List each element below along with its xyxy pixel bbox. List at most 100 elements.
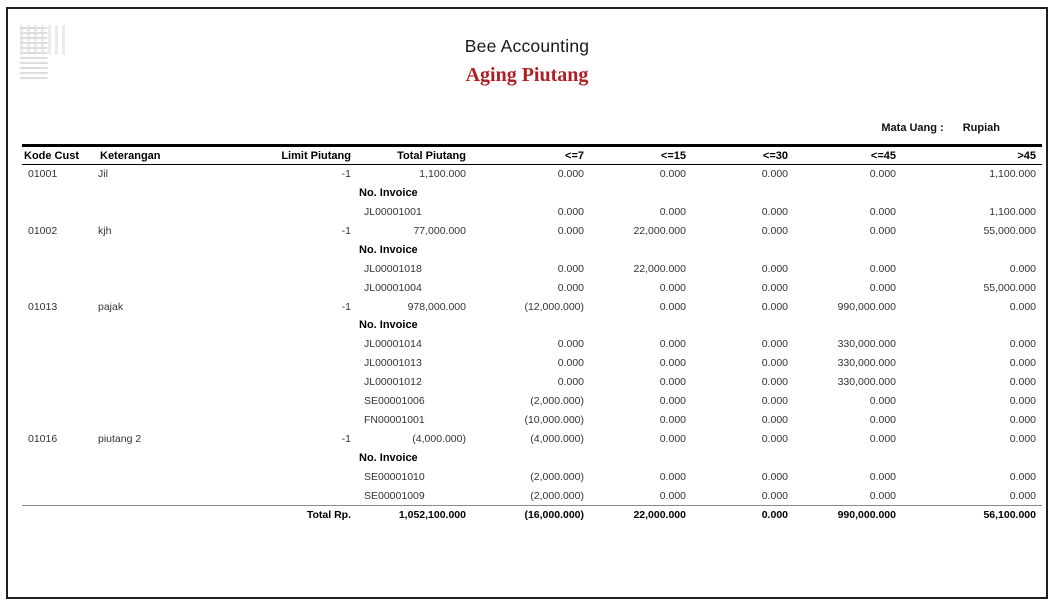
customer-aging-value: (12,000.000) <box>524 300 584 313</box>
spacer-cell <box>98 259 258 278</box>
invoice-aging-value: 0.000 <box>1009 414 1036 427</box>
customer-aging-value: 0.000 <box>557 168 584 181</box>
customer-aging-value: (4,000.000) <box>530 433 584 446</box>
total-le15: 22,000.000 <box>587 504 689 525</box>
invoice-aging-value: (2,000.000) <box>530 395 584 408</box>
invoice-aging-value: 0.000 <box>557 262 584 275</box>
customer-aging-value: 0.000 <box>557 224 584 237</box>
invoice-aging-value: 0.000 <box>869 489 896 502</box>
spacer-cell <box>258 449 354 468</box>
spacer-cell <box>98 183 258 202</box>
invoice-section-label: No. Invoice <box>359 452 418 465</box>
customer-aging-value: 55,000.000 <box>983 224 1036 237</box>
total-le7: (16,000.000) <box>469 504 587 525</box>
invoice-aging-value: 0.000 <box>761 489 788 502</box>
spacer-cell <box>98 411 258 430</box>
col-header-le7: <=7 <box>469 144 587 165</box>
report-page: Bee Accounting Aging Piutang Mata Uang :… <box>6 7 1048 599</box>
invoice-aging-value: 0.000 <box>761 262 788 275</box>
invoice-aging-value: 0.000 <box>1009 489 1036 502</box>
customer-row: 01001 Jil -1 1,100.000 0.000 0.000 0.000 0.000 1… <box>22 165 1042 184</box>
invoice-number: JL00001012 <box>364 376 422 389</box>
invoice-aging-value: 0.000 <box>1009 338 1036 351</box>
invoice-aging-value: 0.000 <box>761 357 788 370</box>
spacer-cell <box>587 183 689 202</box>
spacer-cell <box>98 486 258 505</box>
spacer-cell <box>98 278 258 297</box>
spacer-cell <box>258 316 354 335</box>
invoice-aging-value: 0.000 <box>869 281 896 294</box>
invoice-aging-value: (2,000.000) <box>530 489 584 502</box>
spacer-cell <box>258 392 354 411</box>
invoice-section-header-row: No. Invoice <box>22 316 1042 335</box>
invoice-aging-value: 0.000 <box>761 470 788 483</box>
col-header-kode-cust: Kode Cust <box>22 144 98 165</box>
spacer-cell <box>689 449 791 468</box>
invoice-aging-value: 0.000 <box>659 281 686 294</box>
spacer-cell <box>258 373 354 392</box>
spacer-cell <box>469 449 587 468</box>
invoice-aging-value: 0.000 <box>1009 395 1036 408</box>
spacer-cell <box>258 335 354 354</box>
invoice-number: JL00001001 <box>364 205 422 218</box>
company-logo <box>20 25 66 79</box>
spacer-cell <box>258 354 354 373</box>
spacer-cell <box>22 335 98 354</box>
spacer-cell <box>22 354 98 373</box>
currency-line: Mata Uang : Rupiah <box>881 122 1000 134</box>
invoice-row: JL00001004 0.000 0.000 0.000 0.000 55,000.000 <box>22 278 1042 297</box>
invoice-aging-value: 330,000.000 <box>837 357 896 370</box>
customer-row: 01013 pajak -1 978,000.000 (12,000.000) 0.000… <box>22 297 1042 316</box>
invoice-aging-value: 0.000 <box>659 205 686 218</box>
spacer-cell <box>689 183 791 202</box>
invoice-aging-value: 0.000 <box>557 205 584 218</box>
invoice-aging-value: (10,000.000) <box>524 414 584 427</box>
col-header-limit-piutang: Limit Piutang <box>258 144 354 165</box>
spacer-cell <box>22 278 98 297</box>
spacer-cell <box>258 468 354 487</box>
invoice-aging-value: 0.000 <box>659 357 686 370</box>
spacer-cell <box>22 449 98 468</box>
invoice-aging-value: 0.000 <box>557 357 584 370</box>
invoice-aging-value: 0.000 <box>761 338 788 351</box>
invoice-row: JL00001012 0.000 0.000 0.000 330,000.000 0.00… <box>22 373 1042 392</box>
spacer-cell <box>899 316 1042 335</box>
invoice-aging-value: 0.000 <box>557 338 584 351</box>
invoice-number: JL00001004 <box>364 281 422 294</box>
spacer-cell <box>258 411 354 430</box>
report-header: Bee Accounting Aging Piutang <box>8 36 1046 87</box>
spacer-cell <box>98 468 258 487</box>
spacer-cell <box>689 240 791 259</box>
spacer-cell <box>258 486 354 505</box>
spacer-cell <box>469 240 587 259</box>
spacer-cell <box>98 449 258 468</box>
spacer-cell <box>899 183 1042 202</box>
spacer-cell <box>98 354 258 373</box>
invoice-aging-value: 0.000 <box>761 281 788 294</box>
spacer-cell <box>22 411 98 430</box>
customer-code: 01013 <box>28 300 58 313</box>
currency-label: Mata Uang : <box>881 122 944 134</box>
aging-table: Kode Cust Keterangan Limit Piutang Total… <box>22 144 1042 525</box>
customer-code: 01002 <box>28 224 58 237</box>
invoice-aging-value: 0.000 <box>1009 470 1036 483</box>
spacer-cell <box>98 373 258 392</box>
spacer-cell <box>22 468 98 487</box>
spacer-cell <box>22 392 98 411</box>
invoice-row: FN00001001 (10,000.000) 0.000 0.000 0.000 0.0… <box>22 411 1042 430</box>
total-le45: 990,000.000 <box>791 504 899 525</box>
customer-aging-value: 0.000 <box>869 433 896 446</box>
invoice-row: SE00001010 (2,000.000) 0.000 0.000 0.000 0.00… <box>22 468 1042 487</box>
spacer-cell <box>98 335 258 354</box>
spacer-cell <box>22 183 98 202</box>
invoice-aging-value: 55,000.000 <box>983 281 1036 294</box>
customer-aging-value: 0.000 <box>869 224 896 237</box>
total-row: Total Rp. 1,052,100.000 (16,000.000) 22,… <box>22 504 1042 525</box>
invoice-aging-value: 0.000 <box>869 395 896 408</box>
customer-aging-value: 0.000 <box>659 168 686 181</box>
invoice-aging-value: 0.000 <box>659 414 686 427</box>
col-header-le45: <=45 <box>791 144 899 165</box>
customer-name: piutang 2 <box>98 433 142 446</box>
spacer-cell <box>22 202 98 221</box>
customer-name: pajak <box>98 300 124 313</box>
